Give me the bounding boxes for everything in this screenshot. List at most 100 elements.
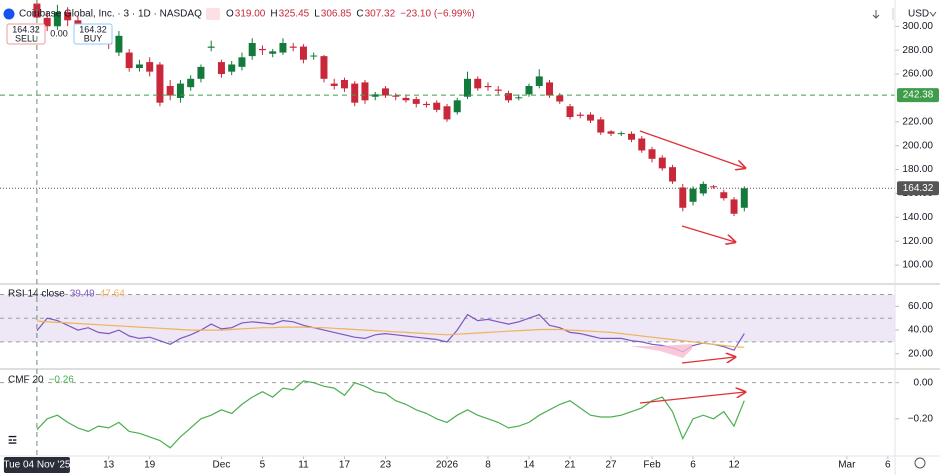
annotation-arrow [639, 130, 745, 168]
candle-body [340, 80, 348, 89]
candle-body [238, 57, 246, 67]
annotation-arrow [681, 225, 735, 242]
candle-body [638, 138, 646, 151]
y-tick-label: 300.00 [902, 21, 933, 32]
sell-label: SELL [15, 33, 37, 43]
crosshair-tag [3, 457, 70, 473]
candle-body [556, 95, 564, 102]
candle-body [258, 48, 266, 51]
indicator-icon[interactable] [206, 8, 220, 20]
candle-body [689, 188, 697, 202]
x-tick-label: 13 [103, 460, 115, 471]
ohlc-key: H [270, 9, 277, 20]
y-tick-label: 40.00 [908, 325, 933, 336]
candle-body [371, 94, 379, 97]
candle-body [628, 133, 636, 140]
candle-body [740, 188, 748, 208]
y-tick-label: −0.20 [908, 413, 934, 424]
candle-body [669, 167, 677, 182]
cmf-legend: CMF 20 −0.26 [8, 375, 74, 386]
y-tick-label: 60.00 [908, 301, 933, 312]
tv-logo[interactable]: ☲ [8, 436, 17, 447]
ohlc-key: L [314, 9, 320, 20]
candle-body [710, 186, 718, 188]
cmf-title: CMF 20 [8, 375, 44, 386]
download-icon[interactable] [872, 10, 880, 19]
candle-body [392, 95, 400, 97]
buy-button[interactable] [73, 23, 113, 45]
y-tick-label: 0.00 [914, 377, 934, 388]
y-tick-label: 140.00 [902, 212, 933, 223]
sell-price: 164.32 [12, 24, 40, 34]
x-tick-label: 6 [690, 460, 696, 471]
ohlc-value: 307.32 [365, 9, 396, 20]
spread: 0.00 [50, 28, 68, 38]
candle-body [115, 35, 123, 53]
rsi-legend: RSI 14 close 39.49 47.64 [8, 289, 125, 300]
buy-price: 164.32 [79, 24, 107, 34]
x-tick-label: 6 [885, 460, 891, 471]
candle-body [576, 114, 584, 116]
candle-body [156, 64, 164, 103]
price-tag [897, 88, 939, 103]
candle-body [64, 11, 72, 21]
candle-body [535, 76, 543, 86]
ohlc-legend: O 319.00 H 325.45 L 306.85 C 307.32 −23.10 (−6.9… [226, 9, 475, 20]
candle-body [617, 133, 625, 135]
ohlc-value: 325.45 [279, 9, 310, 20]
candle-body [351, 83, 359, 103]
candle-body [730, 199, 738, 214]
buy-label: BUY [84, 33, 103, 43]
candle-body [422, 103, 430, 106]
candle-body [433, 102, 441, 110]
annotation-arrow [639, 392, 745, 404]
candle-body [648, 149, 656, 159]
change: −23.10 (−6.99%) [400, 9, 475, 20]
x-tick-label: 23 [380, 460, 392, 471]
x-tick-label: Mar [838, 460, 856, 471]
crosshair-label: Tue 04 Nov '25 [3, 460, 71, 471]
currency[interactable]: USD [908, 9, 929, 20]
candle-body [310, 55, 318, 57]
candle-body [43, 17, 51, 27]
x-tick-label: Feb [643, 460, 661, 471]
candle-body [443, 106, 451, 120]
candle-body [587, 114, 595, 121]
indicator-line [36, 380, 745, 449]
candle-body [228, 64, 236, 72]
candle-body [679, 187, 687, 208]
candle-body [658, 157, 666, 169]
candle-body [546, 82, 554, 96]
settings-icon[interactable] [914, 457, 926, 469]
y-tick-label: 200.00 [902, 140, 933, 151]
sell-button[interactable] [6, 23, 46, 45]
y-tick-label: 20.00 [908, 348, 933, 359]
y-tick-label: 100.00 [902, 260, 933, 271]
annotation-arrow [681, 357, 735, 364]
chart-title[interactable]: Coinbase Global, Inc. · 3 · 1D · NASDAQ [19, 9, 202, 20]
x-tick-label: 5 [260, 460, 266, 471]
currency-dropdown[interactable] [929, 11, 937, 17]
rsi-title: RSI 14 close [8, 289, 65, 300]
ohlc-key: C [356, 9, 363, 20]
x-tick-label: 17 [339, 460, 351, 471]
y-tick-label: 220.00 [902, 116, 933, 127]
candle-body [187, 78, 195, 88]
candle-body [515, 97, 523, 99]
x-tick-label: 14 [523, 460, 535, 471]
overlay: 300.00280.00260.00220.00200.00180.00160.… [3, 0, 939, 473]
candle-body [320, 56, 328, 79]
y-tick-label: 120.00 [902, 236, 933, 247]
candle-body [463, 78, 471, 97]
candle-body [197, 66, 205, 79]
cmf-value: −0.26 [49, 375, 75, 386]
candle-body [248, 42, 256, 57]
symbol-logo [3, 8, 15, 20]
candle-body [125, 52, 133, 69]
candle-body [279, 42, 287, 53]
candle-body [504, 93, 512, 101]
x-tick-label: 11 [298, 460, 309, 471]
ohlc-value: 319.00 [235, 9, 266, 20]
